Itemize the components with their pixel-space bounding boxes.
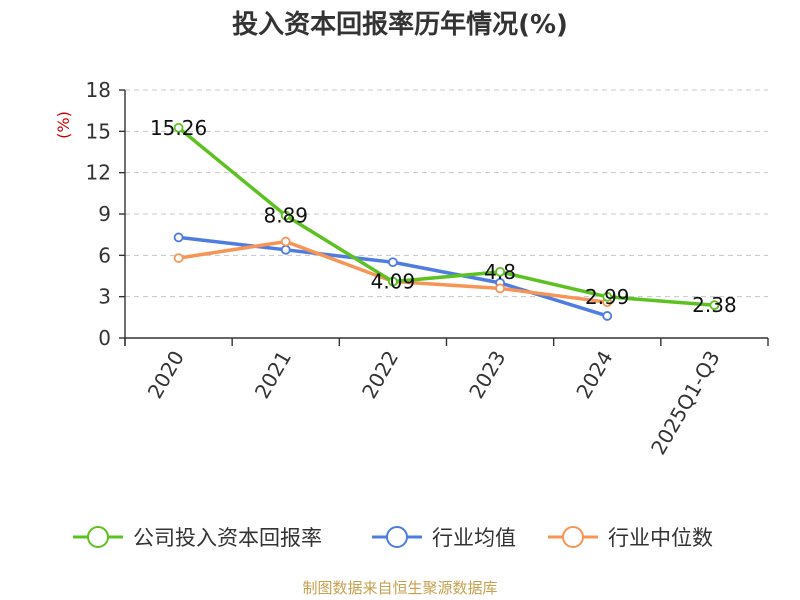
data-label: 2.38 [692, 293, 737, 317]
data-point [280, 210, 291, 221]
legend-item[interactable]: 公司投入资本回报率 [73, 526, 322, 550]
x-tick-label: 2023 [464, 347, 510, 403]
chart-title: 投入资本回报率历年情况(%) [232, 9, 568, 40]
y-tick-label: 0 [98, 326, 111, 350]
x-tick-label: 2022 [357, 347, 403, 403]
source-note: 制图数据来自恒生聚源数据库 [302, 579, 497, 597]
data-label: 2.99 [585, 285, 630, 309]
x-tick-label: 2021 [250, 347, 296, 403]
legend-item[interactable]: 行业中位数 [548, 526, 713, 550]
y-tick-label: 12 [86, 161, 111, 185]
data-label: 15.26 [150, 116, 207, 140]
data-point [280, 244, 291, 255]
y-axis-unit-label: (%) [54, 111, 73, 139]
y-tick-label: 15 [86, 119, 111, 143]
data-point [495, 266, 505, 277]
y-tick-label: 6 [98, 243, 111, 267]
legend-marker [386, 526, 408, 548]
y-tick-label: 18 [86, 78, 111, 102]
x-tick-label: 2020 [143, 347, 189, 403]
series-layer [173, 122, 720, 321]
x-axis-ticks: 2020 2021 2022 2023 2024 2025Q1-Q3 [124, 338, 769, 459]
x-tick-label: 2025Q1-Q3 [646, 347, 725, 459]
legend-label: 行业中位数 [608, 526, 713, 550]
data-point [388, 276, 398, 287]
data-label: 4.8 [484, 260, 516, 284]
y-axis-ticks: 0 3 6 9 12 15 18 [86, 78, 125, 350]
data-point [173, 122, 184, 133]
data-point [173, 232, 184, 243]
legend-marker [87, 526, 109, 548]
data-point [709, 300, 720, 311]
series-line [177, 126, 715, 307]
legend-label: 公司投入资本回报率 [133, 526, 322, 550]
legend-label: 行业均值 [432, 526, 516, 550]
data-point [280, 236, 291, 247]
legend-item[interactable]: 行业均值 [372, 526, 516, 550]
data-label: 8.89 [263, 204, 308, 228]
data-label: 4.09 [371, 270, 416, 294]
data-labels: 15.26 8.89 4.09 4.8 2.99 2.38 [150, 116, 737, 317]
legend: 公司投入资本回报率 行业均值 行业中位数 [73, 526, 713, 550]
axes [124, 90, 768, 346]
grid-lines [125, 89, 768, 298]
data-point [602, 291, 613, 302]
data-point [388, 257, 398, 268]
series-0 [173, 122, 720, 311]
legend-marker [562, 526, 584, 548]
data-point [602, 311, 613, 321]
x-tick-label: 2024 [571, 347, 617, 403]
y-tick-label: 9 [98, 202, 111, 226]
data-point [173, 253, 184, 263]
y-tick-label: 3 [98, 285, 111, 309]
data-point [495, 283, 505, 294]
